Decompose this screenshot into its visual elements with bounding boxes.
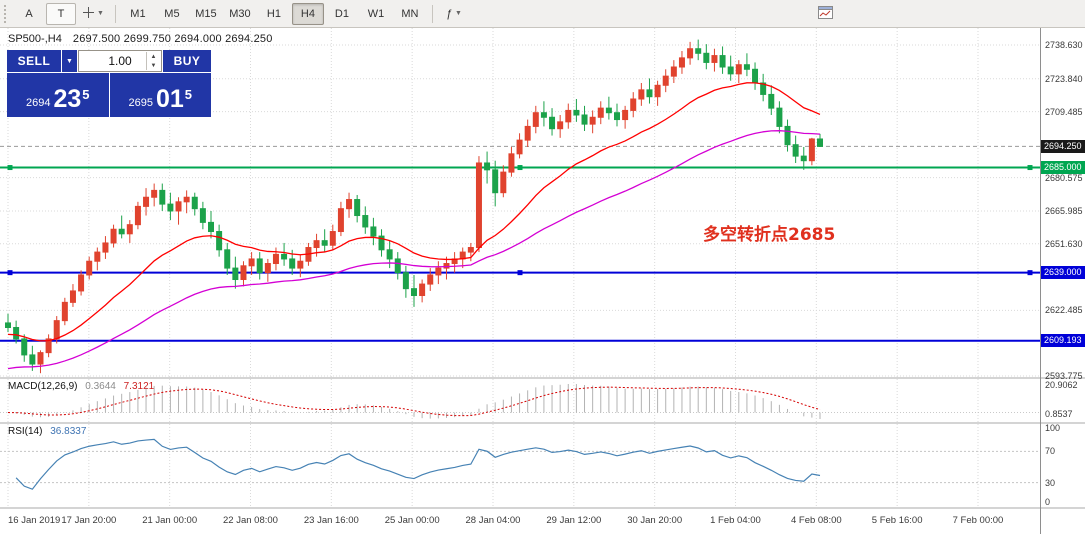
time-label: 4 Feb 08:00 [790, 515, 842, 526]
rsi-panel [0, 438, 1040, 490]
macd-main-value: 0.3644 [85, 381, 116, 392]
timeframe-group: M1 M5 M15 M30 H1 H4 D1 W1 MN [121, 2, 427, 25]
time-label: 29 Jan 12:00 [546, 515, 602, 526]
sell-price-prefix: 2694 [25, 97, 51, 109]
buy-price-prefix: 2695 [128, 97, 153, 109]
tf-h1-button[interactable]: H1 [266, 7, 281, 20]
macd-panel [0, 384, 1040, 419]
price-tag: 2639.000 [1041, 266, 1085, 280]
price-axis-label: 2738.630 [1045, 40, 1083, 50]
tf-m30-button[interactable]: M30 [229, 7, 251, 20]
ohlc-values: 2697.500 2699.750 2694.000 2694.250 [72, 33, 273, 45]
lot-size-input[interactable]: 1.00 ▲ ▼ [78, 50, 162, 72]
chart-window-icon[interactable] [818, 6, 833, 24]
sell-price-point: 5 [82, 87, 90, 102]
macd-signal-line [7, 386, 821, 417]
chart-canvas[interactable] [0, 28, 1085, 534]
tf-mn-button[interactable]: MN [401, 7, 419, 20]
toolbar-separator [114, 4, 116, 23]
price-tag: 2694.250 [1041, 139, 1085, 153]
price-axis-label: 2709.485 [1045, 106, 1083, 117]
time-label: 30 Jan 20:00 [627, 515, 683, 526]
toolbar: A T ▼ M1 M5 M15 M30 H1 H4 D1 W1 MN ƒ ▼ [0, 0, 1085, 28]
macd-label: MACD(12,26,9) 0.3644 7.3121 [8, 381, 159, 392]
price-axis-label: 2680.575 [1045, 172, 1083, 183]
stepper-down-icon[interactable]: ▼ [150, 62, 157, 69]
one-click-trading-panel: SELL ▼ 1.00 ▲ ▼ BUY 2694 23 5 [7, 50, 211, 117]
rsi-axis-label: 0 [1045, 497, 1051, 507]
symbol-period-label: SP500-,H4 [8, 33, 62, 45]
cursor-tool-button[interactable]: A [25, 7, 33, 20]
price-axis-label: 2665.985 [1045, 205, 1083, 216]
sell-price-button[interactable]: 2694 23 5 [7, 73, 109, 117]
candles [5, 39, 823, 374]
sell-price-pips: 23 [53, 85, 82, 113]
sell-button[interactable]: SELL [7, 50, 61, 72]
chart-header: SP500-,H4 2697.500 2699.750 2694.000 269… [8, 33, 273, 45]
lot-size-value: 1.00 [108, 54, 132, 68]
macd-axis-min: 0.8537 [1045, 409, 1073, 419]
macd-axis-max: 20.9062 [1045, 380, 1078, 390]
time-label: 22 Jan 08:00 [223, 515, 278, 526]
indicators-button[interactable]: ƒ ▼ [439, 3, 469, 25]
crosshair-tool-button[interactable]: ▼ [78, 3, 109, 25]
price-axis-label: 2723.840 [1045, 73, 1083, 84]
macd-name: MACD(12,26,9) [8, 381, 78, 392]
time-axis[interactable]: 16 Jan 2019 17 Jan 20:00 21 Jan 00:00 22 Ja… [0, 508, 1040, 534]
stepper-up-icon[interactable]: ▲ [150, 53, 157, 60]
rsi-label: RSI(14) 36.8337 [8, 426, 91, 437]
ma-slow-line [7, 130, 821, 370]
buy-price-point: 5 [184, 87, 193, 102]
tf-m1-button[interactable]: M1 [130, 7, 146, 20]
ma-fast-line [7, 82, 821, 342]
rsi-value: 36.8337 [50, 426, 87, 437]
rsi-line [15, 438, 821, 490]
time-label: 1 Feb 04:00 [710, 515, 761, 526]
rsi-axis-label: 70 [1045, 446, 1056, 457]
time-label: 7 Feb 00:00 [952, 515, 1004, 526]
chart-area: SP500-,H4 2697.500 2699.750 2694.000 269… [0, 28, 1085, 534]
price-axis-label: 2651.630 [1045, 238, 1083, 249]
text-tool-button[interactable]: T [46, 2, 76, 25]
buy-button[interactable]: BUY [163, 50, 211, 72]
chart-annotation-text: 多空转折点2685 [703, 225, 836, 245]
grid-lines [0, 28, 1040, 508]
chevron-down-icon: ▼ [455, 10, 462, 17]
macd-signal-value: 7.3121 [123, 381, 155, 392]
moving-averages [7, 82, 821, 370]
price-axis-label: 2622.485 [1045, 305, 1083, 316]
tf-m15-button[interactable]: M15 [195, 7, 217, 20]
time-label: 21 Jan 00:00 [142, 515, 198, 526]
tf-d1-button[interactable]: D1 [334, 7, 349, 20]
buy-price-pips: 01 [155, 85, 184, 113]
time-label: 16 Jan 2019 [8, 515, 61, 526]
price-tag: 2685.000 [1041, 161, 1085, 175]
sell-options-dropdown[interactable]: ▼ [62, 50, 77, 72]
function-icon: ƒ [445, 7, 453, 20]
time-label: 5 Feb 16:00 [871, 515, 923, 526]
rsi-name: RSI(14) [8, 426, 43, 437]
crosshair-icon [83, 6, 94, 21]
toolbar-grip[interactable] [4, 4, 9, 23]
time-label: 17 Jan 20:00 [61, 515, 117, 526]
rsi-axis-label: 30 [1045, 477, 1056, 488]
time-label: 23 Jan 16:00 [303, 515, 359, 526]
toolbar-separator [431, 4, 433, 23]
price-axis[interactable]: 20.9062 0.8537 2738.630 2723.840 2709.485 2… [1040, 28, 1085, 534]
tf-h4-button[interactable]: H4 [291, 2, 324, 25]
time-label: 25 Jan 00:00 [384, 515, 440, 526]
tf-m5-button[interactable]: M5 [164, 7, 180, 20]
buy-price-button[interactable]: 2695 01 5 [109, 73, 211, 117]
price-tag: 2609.193 [1041, 334, 1085, 348]
price-axis-label: 2593.775 [1045, 370, 1083, 381]
rsi-axis-label: 100 [1045, 423, 1061, 433]
tf-w1-button[interactable]: W1 [367, 7, 385, 20]
lot-stepper[interactable]: ▲ ▼ [146, 52, 160, 70]
time-label: 28 Jan 04:00 [465, 515, 521, 526]
chevron-down-icon: ▼ [97, 10, 104, 17]
